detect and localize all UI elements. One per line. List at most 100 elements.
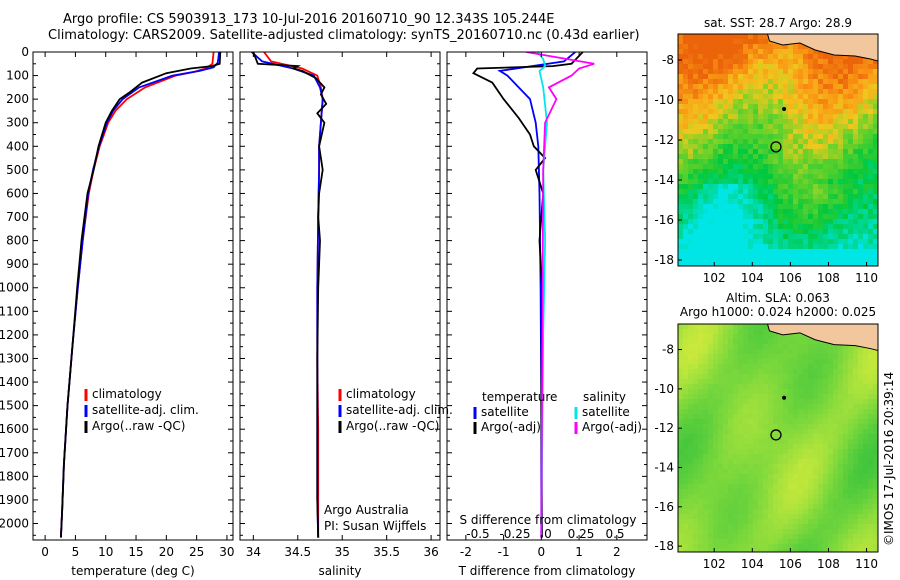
sst-map-cell (713, 89, 719, 95)
sst-map-cell (768, 74, 774, 80)
sla-map-cell (683, 419, 689, 425)
sla-map-cell (798, 489, 804, 495)
sst-map-cell (678, 229, 684, 235)
sst-map-cell (813, 249, 819, 255)
sla-map-cell (838, 424, 844, 430)
sla-map-cell (738, 439, 744, 445)
sla-map-cell (713, 409, 719, 415)
sla-map-cell (838, 549, 844, 552)
sst-map-cell (708, 119, 714, 125)
sla-map-cell (853, 464, 859, 470)
sst-map-cell (873, 84, 878, 90)
sla-map-cell (833, 484, 839, 490)
sla-map-cell (848, 439, 854, 445)
sla-map-cell (718, 329, 724, 335)
sst-map-cell (708, 249, 714, 255)
sst-map-cell (818, 79, 824, 85)
sst-map-cell (863, 119, 869, 125)
sst-map-cell (823, 254, 829, 260)
sst-map-cell (858, 249, 864, 255)
sst-map-cell (728, 169, 734, 175)
sla-map-cell (738, 384, 744, 390)
sla-map-cell (858, 364, 864, 370)
sla-map-cell (698, 434, 704, 440)
sst-map-cell (768, 224, 774, 230)
sst-map-cell (833, 144, 839, 150)
sla-map-cell (843, 464, 849, 470)
sst-map-cell (688, 84, 694, 90)
sst-map-cell (708, 179, 714, 185)
sla-map-cell (813, 479, 819, 485)
sla-map-cell (793, 524, 799, 530)
difference-panel: -2 -1 0 1 2T difference from climatology (446, 51, 648, 578)
sla-map-cell (793, 504, 799, 510)
sla-map-cell (703, 374, 709, 380)
salinity-xtick-label: 35.5 (373, 545, 400, 559)
sla-map-cell (808, 494, 814, 500)
sla-map-cell (698, 369, 704, 375)
sla-map-cell (708, 329, 714, 335)
sla-map-cell (698, 549, 704, 552)
sla-map-cell (868, 454, 874, 460)
sla-map-cell (758, 349, 764, 355)
sla-map-ytick-label: -18 (654, 539, 674, 553)
sst-map-cell (843, 59, 849, 65)
sst-map-cell (838, 79, 844, 85)
sla-map-cell (833, 429, 839, 435)
sst-map-cell (733, 209, 739, 215)
sla-map-cell (738, 409, 744, 415)
sla-map-cell (833, 399, 839, 405)
sla-map-cell (703, 464, 709, 470)
sla-map-cell (703, 399, 709, 405)
sst-map-cell (763, 264, 769, 266)
sla-map-cell (698, 414, 704, 420)
sla-map-cell (853, 359, 859, 365)
sst-map-cell (768, 99, 774, 105)
sst-map-cell (813, 204, 819, 210)
sla-map-cell (778, 399, 784, 405)
sla-map-cell (833, 404, 839, 410)
sla-map-cell (828, 424, 834, 430)
sla-map-cell (748, 504, 754, 510)
sst-map-cell (758, 224, 764, 230)
sla-map-cell (688, 454, 694, 460)
sst-map-cell (838, 134, 844, 140)
sst-map-cell (843, 179, 849, 185)
sla-map-cell (758, 484, 764, 490)
sst-map-cell (798, 214, 804, 220)
sst-map-cell (813, 219, 819, 225)
sst-map-cell (713, 39, 719, 45)
sst-map-cell (738, 59, 744, 65)
sst-map-cell (763, 149, 769, 155)
sst-map-cell (723, 54, 729, 60)
sst-map-cell (753, 119, 759, 125)
sla-map-cell (778, 504, 784, 510)
sla-map-cell (813, 509, 819, 515)
sla-map-cell (688, 414, 694, 420)
sla-map-cell (763, 404, 769, 410)
difference-series-temperature-argo--adj- (471, 52, 584, 538)
sla-map-cell (863, 379, 869, 385)
sst-map-cell (778, 199, 784, 205)
sst-map-cell (768, 154, 774, 160)
sst-map-cell (773, 84, 779, 90)
sla-map-cell (708, 404, 714, 410)
sst-map-cell (738, 54, 744, 60)
sst-map-cell (728, 254, 734, 260)
sla-map-cell (713, 369, 719, 375)
sla-map-cell (763, 504, 769, 510)
sst-map-cell (678, 249, 684, 255)
sst-map-cell (748, 109, 754, 115)
sla-map-cell (858, 519, 864, 525)
sla-map-cell (748, 469, 754, 475)
sla-map-cell (818, 429, 824, 435)
sst-map-cell (803, 144, 809, 150)
depth-tick-label: 1500 (0, 399, 29, 413)
sst-map-cell (778, 109, 784, 115)
sst-map-cell (693, 79, 699, 85)
sst-map-cell (863, 234, 869, 240)
sla-map-cell (813, 354, 819, 360)
sla-map-cell (823, 444, 829, 450)
sla-map-cell (778, 459, 784, 465)
